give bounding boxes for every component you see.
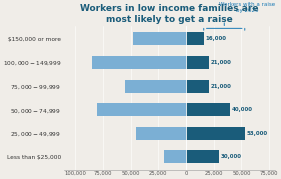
Bar	[186, 80, 209, 93]
Bar	[186, 103, 230, 116]
Bar	[186, 32, 204, 45]
Text: 21,000: 21,000	[211, 60, 232, 65]
Text: 21,000: 21,000	[211, 84, 232, 89]
Bar	[125, 80, 186, 93]
Bar	[97, 103, 186, 116]
Bar	[186, 56, 209, 69]
Text: Workers with a raise
by 2020: Workers with a raise by 2020	[219, 2, 275, 13]
Text: 16,000: 16,000	[205, 37, 226, 42]
Bar	[186, 127, 245, 140]
Text: 40,000: 40,000	[232, 107, 253, 112]
Text: 30,000: 30,000	[221, 154, 242, 159]
Title: Workers in low income families are
most likely to get a raise: Workers in low income families are most …	[80, 4, 259, 24]
Bar	[164, 150, 186, 163]
Bar	[92, 56, 186, 69]
Bar	[186, 150, 219, 163]
Bar	[136, 127, 186, 140]
Bar	[133, 32, 186, 45]
Text: 53,000: 53,000	[246, 131, 267, 136]
